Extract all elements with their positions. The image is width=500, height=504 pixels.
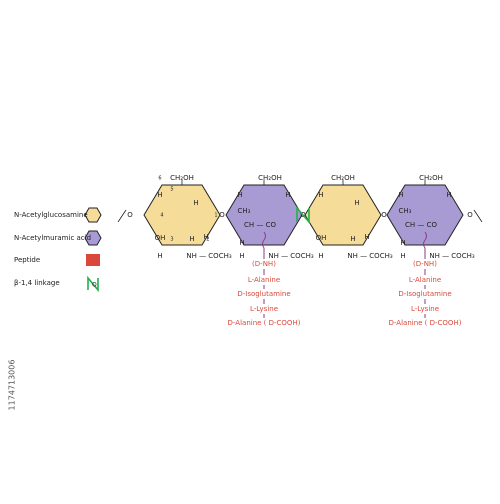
peptide-residue: D-Alanine ( D-COOH)	[389, 319, 462, 327]
linkage-oxygen: O	[381, 211, 387, 219]
carbon-number: 4	[160, 213, 163, 219]
peptide-bond	[423, 231, 427, 318]
atom-label: CH₃	[238, 207, 251, 215]
carbon-number: 5	[170, 187, 173, 193]
atom-label: H	[400, 252, 405, 260]
peptide-bond	[262, 231, 266, 318]
peptide-residue: D-Isoglutamine	[398, 290, 451, 298]
atom-label: H	[318, 252, 323, 260]
atom-label: NH — COCH₃	[186, 252, 231, 260]
stock-id: 1174713006	[8, 360, 17, 411]
carbon-number: 3	[170, 237, 173, 243]
atom-label: OH	[155, 234, 166, 242]
atom-label: H	[354, 199, 359, 207]
peptide-residue: L-Alanine	[248, 276, 280, 284]
atom-label: H	[239, 239, 244, 247]
sugar-ring	[143, 184, 221, 246]
atom-label: H	[157, 191, 162, 199]
peptide-residue: L-Lysine	[411, 305, 439, 313]
atom-label: OH	[316, 234, 327, 242]
atom-label: NH — COCH₃	[429, 252, 474, 260]
carbon-number: 2	[206, 237, 209, 243]
atom-label: H	[364, 233, 369, 241]
label-bg	[391, 275, 459, 285]
atom-label: CH₂OH	[331, 174, 355, 182]
linkage-oxygen: O	[467, 211, 473, 219]
bond	[473, 209, 483, 223]
atom-label: H	[350, 235, 355, 243]
atom-label: CH — CO	[244, 221, 276, 229]
atom-label: H	[318, 191, 323, 199]
label-bg	[230, 259, 298, 269]
bond	[117, 209, 127, 223]
atom-label: NH — COCH₃	[268, 252, 313, 260]
peptide-residue: L-Alanine	[409, 276, 441, 284]
sugar-ring	[386, 184, 464, 246]
atom-label: H	[446, 191, 451, 199]
legend-label: N-Acetylmuramic acid	[14, 234, 91, 242]
atom-label: H	[239, 252, 244, 260]
atom-label: NH — COCH₃	[347, 252, 392, 260]
legend-nag-icon	[84, 207, 102, 223]
peptide-residue: (D-NH)	[413, 260, 437, 268]
beta-linkage	[296, 205, 310, 225]
label-bg	[391, 259, 459, 269]
atom-label: H	[400, 239, 405, 247]
label-bg	[391, 289, 459, 299]
peptide-residue: D-Isoglutamine	[237, 290, 290, 298]
label-bg	[230, 304, 298, 314]
label-bg	[391, 318, 459, 328]
atom-label: CH₃	[399, 207, 412, 215]
atom-label: CH₂OH	[258, 174, 282, 182]
carbon-number: 6	[158, 176, 161, 182]
atom-label: H	[285, 191, 290, 199]
label-bg	[230, 289, 298, 299]
atom-label: CH₂OH	[419, 174, 443, 182]
legend-peptide-icon	[86, 254, 100, 266]
sugar-ring	[304, 184, 382, 246]
legend-label: N-Acetylglucosamine	[14, 211, 88, 219]
atom-label: H	[157, 252, 162, 260]
legend-linkage-icon	[87, 275, 99, 293]
atom-label: H	[398, 191, 403, 199]
label-bg	[391, 304, 459, 314]
label-bg	[230, 275, 298, 285]
label-bg	[230, 318, 298, 328]
peptide-residue: (D-NH)	[252, 260, 276, 268]
atom-label: H	[193, 199, 198, 207]
legend-linkage-o: O	[92, 282, 97, 289]
legend-label: Peptide	[14, 256, 40, 264]
atom-label: H	[189, 235, 194, 243]
atom-label: H	[237, 191, 242, 199]
atom-label: H	[203, 233, 208, 241]
legend-nam-icon	[84, 230, 102, 246]
legend: N-Acetylglucosamine N-Acetylmuramic acid P…	[14, 211, 91, 287]
atom-label: CH — CO	[405, 221, 437, 229]
atom-label: CH₂OH	[170, 174, 194, 182]
linkage-oxygen: O	[219, 211, 225, 219]
carbon-number: 1	[214, 213, 217, 219]
legend-label: β-1,4 linkage	[14, 279, 60, 287]
linkage-oxygen: O	[127, 211, 133, 219]
peptide-residue: L-Lysine	[250, 305, 278, 313]
peptide-residue: D-Alanine ( D-COOH)	[228, 319, 301, 327]
